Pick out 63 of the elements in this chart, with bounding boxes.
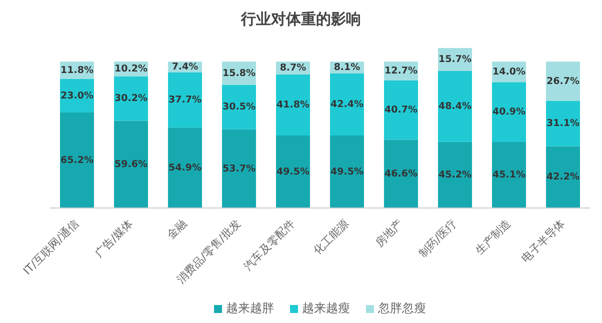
x-tick-label: 广告/媒体 bbox=[92, 217, 136, 260]
data-label: 14.0% bbox=[492, 66, 526, 78]
data-label: 53.7% bbox=[222, 163, 256, 174]
x-tick-label: 金融 bbox=[164, 217, 190, 242]
bar bbox=[276, 74, 310, 136]
bar bbox=[546, 100, 580, 146]
data-label: 12.7% bbox=[384, 66, 418, 77]
x-tick-label: 电子半导体 bbox=[519, 217, 568, 266]
data-label: 48.4% bbox=[438, 101, 472, 112]
bar bbox=[330, 136, 364, 208]
bar bbox=[330, 73, 364, 136]
data-label: 65.2% bbox=[60, 154, 94, 166]
bar bbox=[60, 112, 94, 208]
bar bbox=[438, 142, 472, 208]
x-tick-label: 生产制造 bbox=[472, 217, 514, 258]
data-label: 15.7% bbox=[438, 54, 472, 66]
bar bbox=[114, 76, 148, 121]
bar bbox=[438, 70, 472, 142]
x-tick-label: 化工能源 bbox=[310, 217, 352, 258]
x-tick-label: 房地产 bbox=[372, 217, 406, 250]
data-label: 30.2% bbox=[114, 93, 148, 104]
bar bbox=[114, 120, 148, 208]
data-label: 45.1% bbox=[492, 170, 526, 181]
bar bbox=[492, 82, 526, 142]
bar bbox=[168, 128, 202, 208]
bar bbox=[222, 129, 256, 208]
bar bbox=[168, 72, 202, 128]
x-tick-label: IT/互联网/通信 bbox=[20, 217, 82, 278]
legend-label: 越来越瘦 bbox=[301, 300, 350, 317]
bar bbox=[492, 142, 526, 208]
data-label: 10.2% bbox=[114, 64, 148, 75]
data-label: 59.6% bbox=[114, 158, 148, 170]
bar bbox=[384, 140, 418, 208]
data-label: 49.5% bbox=[330, 166, 364, 178]
data-label: 23.0% bbox=[60, 90, 94, 102]
data-label: 30.5% bbox=[222, 102, 256, 113]
data-label: 40.9% bbox=[492, 106, 526, 118]
data-label: 31.1% bbox=[546, 118, 580, 130]
bar bbox=[276, 136, 310, 208]
data-label: 7.4% bbox=[172, 62, 199, 73]
data-label: 41.8% bbox=[276, 100, 310, 111]
data-label: 46.6% bbox=[384, 168, 418, 180]
x-tick-label: 制药/医疗 bbox=[416, 217, 460, 260]
bar bbox=[546, 146, 580, 208]
data-label: 8.1% bbox=[334, 62, 361, 74]
legend-label: 越来越胖 bbox=[225, 300, 274, 317]
data-label: 49.5% bbox=[276, 166, 310, 178]
data-label: 15.8% bbox=[222, 68, 256, 79]
x-tick-label: 汽车及零配件 bbox=[241, 217, 298, 273]
data-label: 8.7% bbox=[280, 62, 307, 74]
data-label: 40.7% bbox=[384, 104, 418, 116]
bar bbox=[222, 84, 256, 130]
bar bbox=[546, 62, 580, 101]
data-label: 45.2% bbox=[438, 170, 472, 181]
data-label: 37.7% bbox=[168, 94, 202, 106]
data-label: 42.2% bbox=[546, 172, 580, 183]
data-label: 26.7% bbox=[546, 76, 580, 87]
chart-title: 行业对体重的影响 bbox=[240, 9, 362, 30]
data-label: 54.9% bbox=[168, 162, 202, 174]
bar bbox=[384, 80, 418, 140]
data-label: 42.4% bbox=[330, 99, 364, 110]
data-label: 11.8% bbox=[60, 64, 94, 76]
legend-label: 忽胖忽瘦 bbox=[377, 300, 426, 317]
